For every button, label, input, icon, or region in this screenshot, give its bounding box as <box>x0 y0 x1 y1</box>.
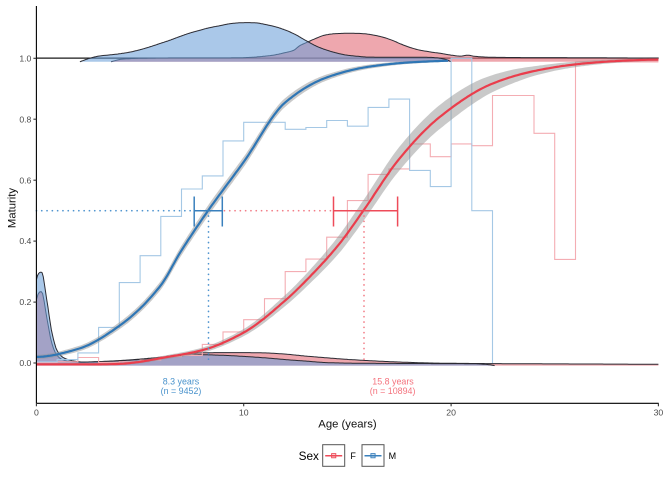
svg-text:0.4: 0.4 <box>19 236 31 246</box>
svg-text:M: M <box>389 451 397 461</box>
svg-text:20: 20 <box>446 408 456 418</box>
svg-text:Sex: Sex <box>299 449 319 463</box>
svg-text:10: 10 <box>239 408 249 418</box>
svg-text:1.0: 1.0 <box>19 53 31 63</box>
svg-text:15.8 years: 15.8 years <box>372 376 414 386</box>
svg-text:Maturity: Maturity <box>7 188 19 229</box>
svg-text:(n = 9452): (n = 9452) <box>161 386 202 396</box>
svg-text:0.8: 0.8 <box>19 114 31 124</box>
svg-text:30: 30 <box>654 408 664 418</box>
svg-text:(n = 10894): (n = 10894) <box>370 386 416 396</box>
svg-text:0: 0 <box>34 408 39 418</box>
svg-text:Age (years): Age (years) <box>318 419 377 431</box>
svg-text:0.0: 0.0 <box>19 358 31 368</box>
svg-text:8.3 years: 8.3 years <box>163 376 200 386</box>
svg-text:F: F <box>350 451 356 461</box>
svg-text:0.2: 0.2 <box>19 297 31 307</box>
svg-text:0.6: 0.6 <box>19 175 31 185</box>
